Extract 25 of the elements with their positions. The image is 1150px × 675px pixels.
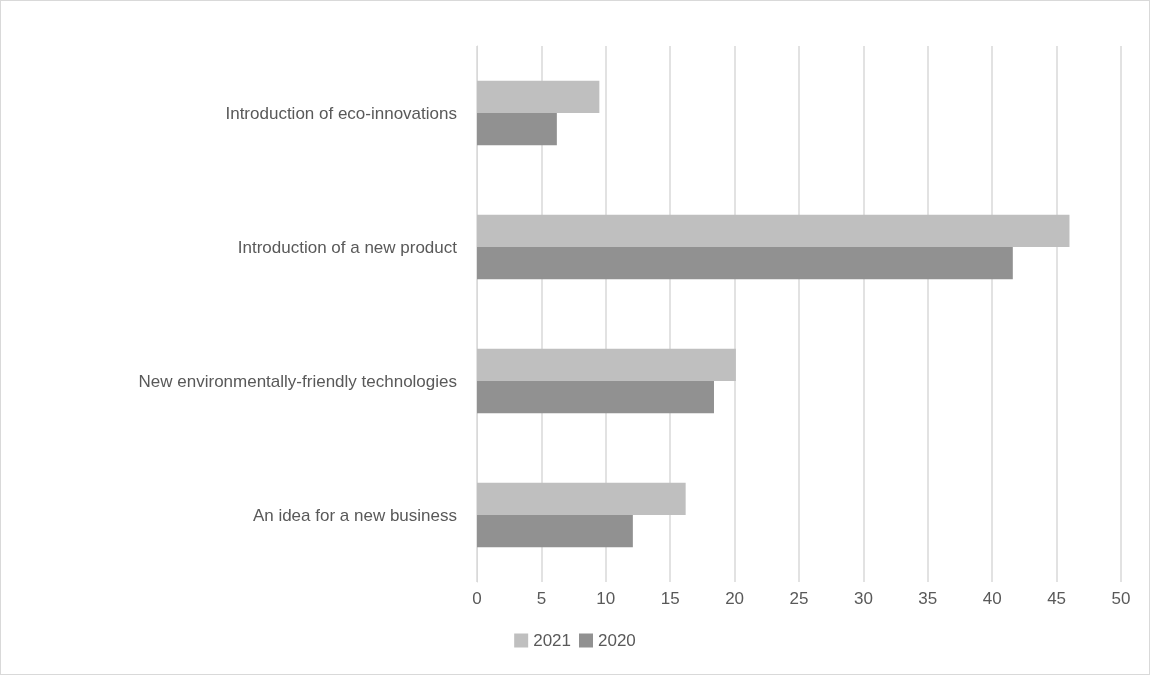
x-tick-label: 10	[596, 589, 616, 608]
x-tick-label: 35	[918, 589, 938, 608]
x-tick-label: 50	[1111, 589, 1131, 608]
y-tick-label: Introduction of eco-innovations	[225, 103, 457, 123]
bar	[477, 214, 1070, 247]
bar	[477, 381, 714, 414]
legend-label: 2020	[598, 631, 636, 650]
x-tick-label: 45	[1047, 589, 1067, 608]
y-tick-label: An idea for a new business	[252, 505, 457, 525]
x-tick-label: 0	[472, 589, 482, 608]
x-tick-label: 5	[536, 589, 547, 608]
x-tick-label: 25	[789, 589, 809, 608]
bar	[477, 113, 557, 146]
legend-label: 2021	[533, 631, 572, 650]
y-tick-label: New environmentally-friendly technologies	[138, 371, 457, 391]
bar	[477, 80, 600, 113]
bar	[477, 515, 633, 548]
bar	[477, 247, 1013, 280]
x-tick-label: 30	[853, 589, 873, 608]
x-tick-label: 40	[982, 589, 1002, 608]
x-tick-label: 15	[660, 589, 680, 608]
y-tick-label: Introduction of a new product	[237, 237, 458, 257]
bar	[477, 348, 736, 381]
x-tick-label: 20	[725, 589, 745, 608]
bar	[477, 482, 686, 515]
